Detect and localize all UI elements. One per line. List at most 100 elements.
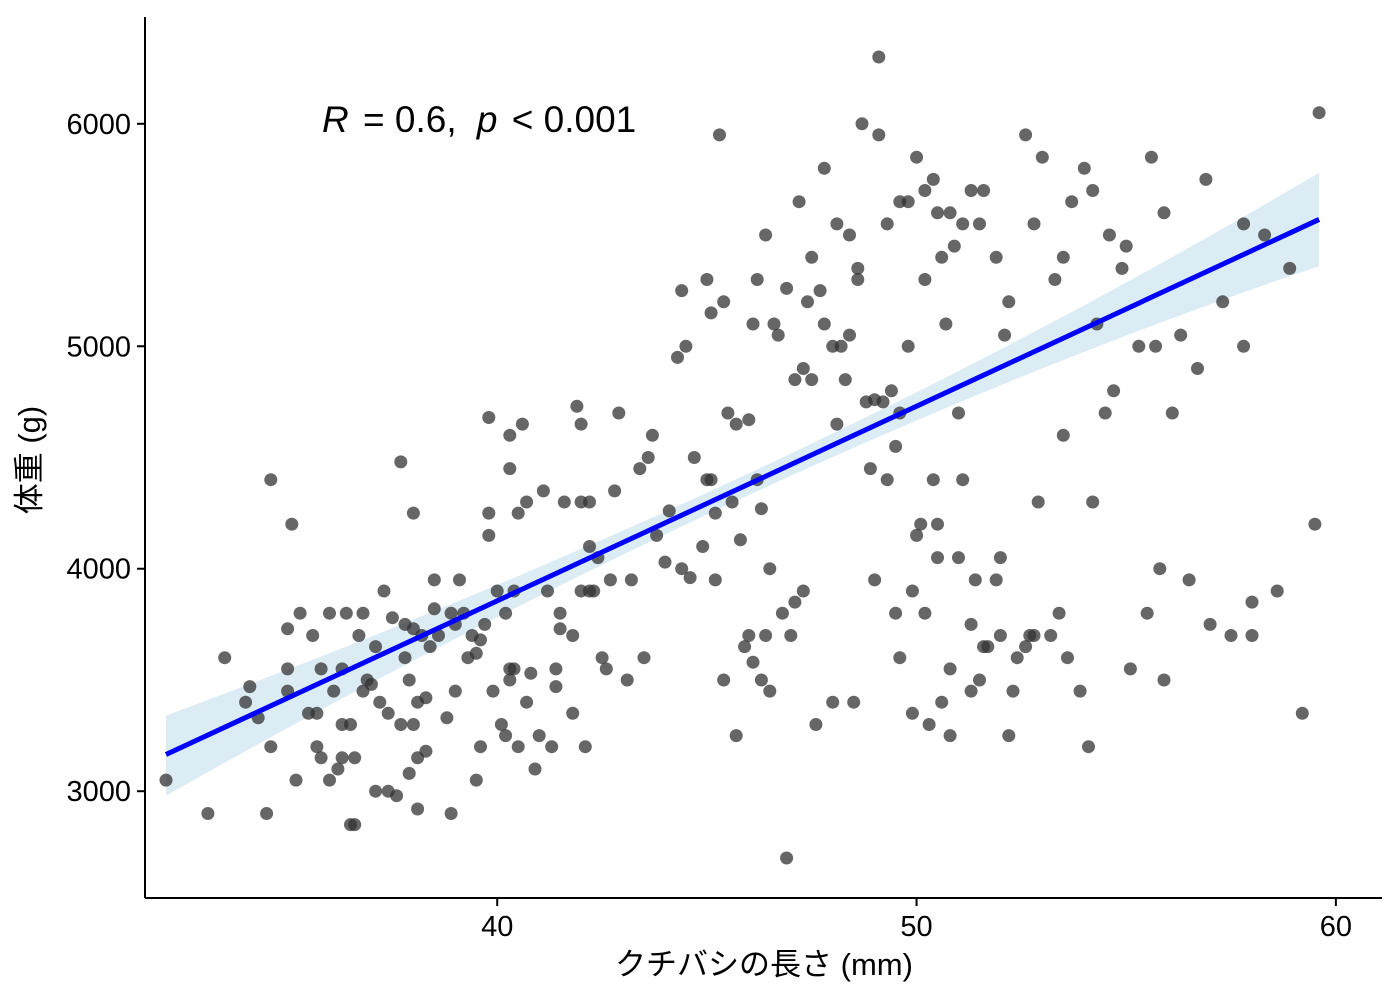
data-point — [583, 540, 596, 553]
data-point — [352, 629, 366, 642]
data-point — [993, 629, 1007, 642]
data-point — [964, 184, 978, 197]
data-point — [700, 273, 714, 286]
data-point — [675, 284, 689, 298]
data-point — [964, 684, 978, 698]
data-point — [398, 651, 412, 665]
data-point — [1006, 684, 1020, 698]
data-point — [469, 646, 483, 660]
data-point — [411, 802, 425, 816]
data-point — [448, 684, 462, 698]
data-point — [1073, 684, 1087, 698]
data-point — [1002, 295, 1016, 309]
data-point — [482, 411, 496, 424]
data-point — [947, 239, 961, 253]
data-point — [1107, 384, 1121, 398]
data-point — [989, 250, 1003, 264]
data-point — [843, 228, 856, 242]
data-point — [704, 473, 718, 487]
data-point — [285, 517, 299, 531]
data-point — [851, 273, 865, 286]
data-point — [419, 744, 433, 758]
data-point — [595, 651, 609, 665]
data-point — [993, 551, 1007, 565]
data-point — [444, 606, 458, 620]
data-point — [1132, 339, 1146, 353]
data-point — [792, 195, 806, 209]
data-point — [964, 617, 978, 631]
data-point — [566, 629, 580, 642]
data-point — [834, 339, 848, 353]
data-point — [1224, 629, 1238, 642]
data-point — [742, 413, 756, 427]
data-point — [348, 818, 362, 832]
data-point — [641, 451, 655, 464]
data-point — [922, 718, 936, 731]
data-point — [339, 606, 353, 620]
data-point — [260, 807, 274, 820]
data-point — [717, 295, 731, 309]
data-point — [633, 462, 647, 476]
data-point — [503, 428, 517, 442]
data-point — [1102, 228, 1116, 242]
data-point — [784, 629, 798, 642]
data-point — [201, 807, 215, 820]
data-point — [603, 573, 617, 587]
data-point — [713, 128, 726, 142]
data-point — [1203, 617, 1217, 631]
data-point — [427, 573, 441, 587]
data-point — [977, 640, 991, 654]
confidence-band-layer — [166, 172, 1320, 796]
data-point — [771, 328, 785, 342]
data-point — [503, 673, 517, 687]
data-point — [486, 684, 500, 698]
data-point — [310, 706, 324, 720]
data-point — [1237, 339, 1251, 353]
data-point — [1140, 606, 1154, 620]
data-point — [905, 706, 919, 720]
data-point — [708, 506, 722, 520]
data-point — [1144, 150, 1158, 164]
data-point — [1048, 273, 1062, 286]
data-point — [830, 417, 844, 431]
data-point — [1308, 517, 1322, 531]
data-point — [515, 417, 529, 431]
data-point — [1061, 651, 1074, 665]
x-tick-label: 60 — [1320, 911, 1352, 943]
data-point — [650, 528, 664, 542]
data-point — [1216, 295, 1230, 309]
y-tick-label: 6000 — [66, 109, 131, 141]
data-point — [729, 417, 743, 431]
data-point — [545, 740, 559, 754]
data-point — [553, 622, 567, 636]
data-point — [843, 328, 856, 342]
correlation-annotation: R = 0.6, p < 0.001 — [322, 99, 636, 140]
data-point — [738, 640, 752, 654]
data-point — [817, 317, 831, 331]
data-point — [1027, 217, 1041, 231]
data-point — [394, 718, 408, 731]
data-point — [323, 606, 336, 620]
x-tick-label: 40 — [481, 911, 513, 943]
data-point — [1149, 339, 1163, 353]
data-point — [1002, 729, 1016, 743]
data-point — [1182, 573, 1196, 587]
data-point — [281, 622, 295, 636]
data-point — [796, 584, 810, 598]
data-point — [729, 729, 743, 743]
data-point — [394, 455, 408, 469]
data-point — [402, 673, 416, 687]
data-point — [918, 273, 932, 286]
data-point — [385, 611, 399, 625]
data-point — [507, 662, 521, 676]
data-point — [952, 551, 965, 565]
data-point — [671, 350, 684, 364]
data-point — [733, 533, 747, 547]
data-point — [675, 562, 689, 576]
data-point — [910, 528, 924, 542]
data-point — [503, 462, 517, 476]
data-point — [704, 306, 718, 320]
data-point — [977, 184, 991, 197]
data-point — [314, 662, 328, 676]
data-point — [1082, 740, 1095, 754]
